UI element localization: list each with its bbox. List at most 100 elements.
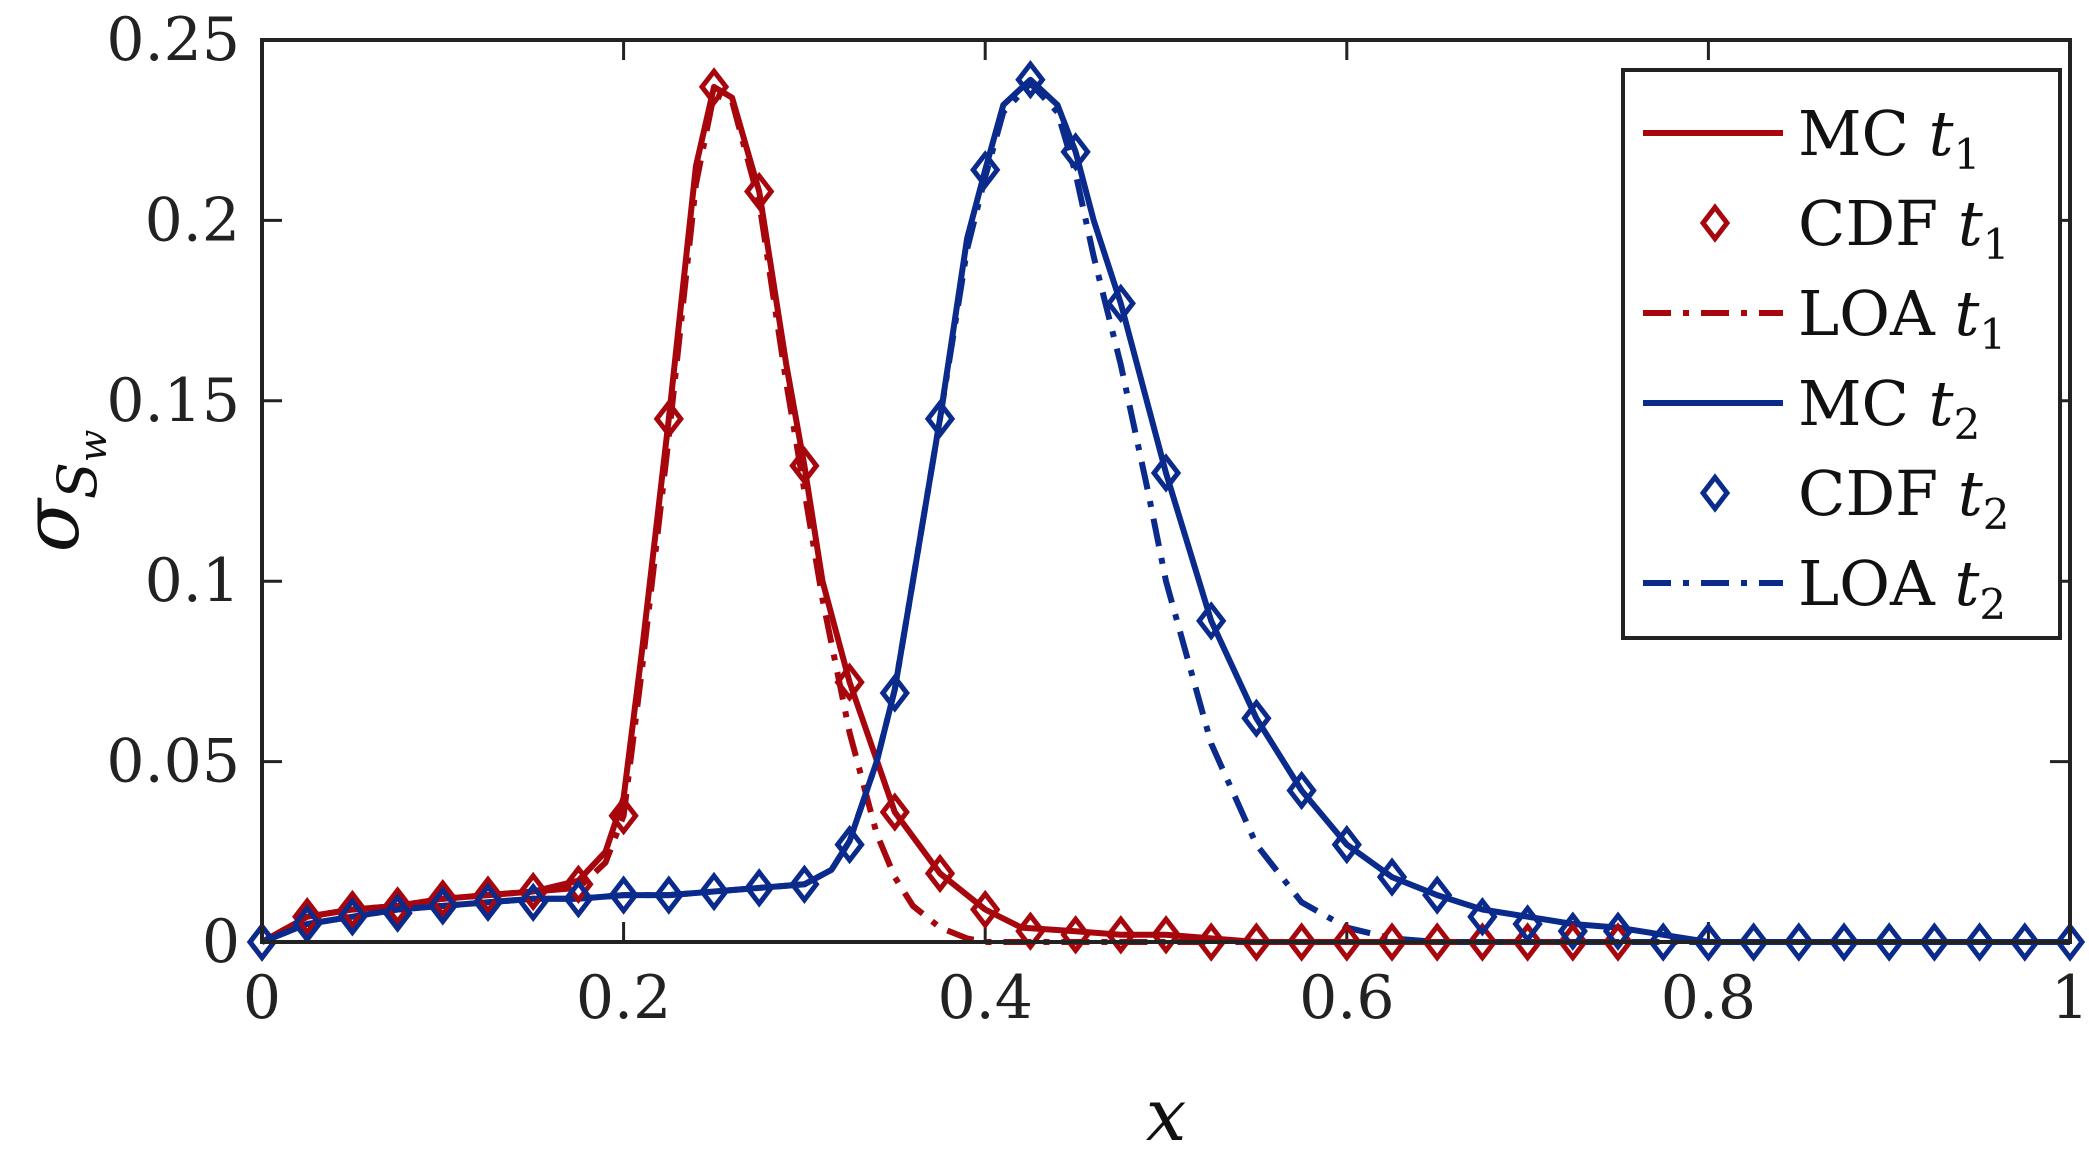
data-point-marker xyxy=(1376,922,1408,962)
data-point-marker xyxy=(608,796,639,836)
data-point-marker xyxy=(653,875,684,915)
x-tick-label: 0.6 xyxy=(1299,963,1394,1033)
data-point-marker xyxy=(1196,922,1227,962)
series-line xyxy=(260,80,2070,945)
data-point-marker xyxy=(2009,922,2040,962)
data-point-marker xyxy=(744,171,775,212)
data-point-marker xyxy=(789,864,820,904)
legend-marker xyxy=(1699,203,1731,243)
data-point-marker xyxy=(924,399,956,439)
data-point-marker xyxy=(879,673,910,713)
legend-entry: MC t1 xyxy=(1643,97,1980,179)
data-point-marker xyxy=(879,792,910,832)
series-line xyxy=(260,91,1618,945)
data-point-marker xyxy=(1376,857,1408,897)
legend-label: MC t1 xyxy=(1798,97,1980,179)
y-tick-label: 0.25 xyxy=(106,5,240,75)
data-point-marker xyxy=(337,889,368,930)
y-tick-label: 0.05 xyxy=(106,727,240,797)
data-point-marker xyxy=(472,875,504,915)
y-axis-label-main: σ xyxy=(7,497,97,552)
data-point-marker xyxy=(698,871,730,912)
data-point-marker xyxy=(653,399,684,439)
series-mc-t1 xyxy=(260,83,1618,945)
data-point-marker xyxy=(1241,698,1272,739)
data-point-marker xyxy=(563,879,594,919)
svg-text:σSw: σSw xyxy=(7,430,115,553)
data-point-marker xyxy=(427,886,458,926)
data-point-marker xyxy=(472,882,504,923)
data-point-marker xyxy=(1422,922,1453,962)
data-point-marker xyxy=(1241,922,1272,962)
data-point-marker xyxy=(1196,601,1227,641)
legend-marker xyxy=(1699,473,1731,513)
data-point-marker xyxy=(1467,922,1498,962)
data-point-marker xyxy=(1648,922,1679,962)
data-point-marker xyxy=(518,871,549,912)
x-tick-label: 0.4 xyxy=(937,963,1032,1033)
y-axis-label-subsub: w xyxy=(71,430,115,463)
y-tick-labels: 0 0.05 0.1 0.15 0.2 0.25 xyxy=(106,5,240,977)
x-tick-label: 0.8 xyxy=(1661,963,1756,1033)
data-point-marker xyxy=(292,897,323,937)
legend-label: LOA t2 xyxy=(1798,547,2006,629)
data-point-marker xyxy=(970,150,1001,190)
y-tick-label: 0.2 xyxy=(145,185,240,255)
data-point-marker xyxy=(1060,132,1091,172)
data-point-marker xyxy=(382,893,413,933)
data-point-marker xyxy=(427,879,458,919)
data-point-marker xyxy=(1512,922,1543,962)
data-point-marker xyxy=(1919,922,1950,962)
data-point-marker xyxy=(1331,922,1362,962)
data-point-marker xyxy=(1150,453,1182,493)
data-point-marker xyxy=(1015,911,1046,951)
data-point-marker xyxy=(1557,911,1588,951)
series-loa-t2 xyxy=(260,80,2070,945)
legend-entry: LOA t1 xyxy=(1643,277,2006,359)
data-point-marker xyxy=(1828,922,1860,962)
data-point-marker xyxy=(924,853,956,894)
data-point-marker xyxy=(1693,922,1724,962)
legend-label: LOA t1 xyxy=(1798,277,2006,359)
data-point-marker xyxy=(1286,922,1317,962)
data-point-marker xyxy=(1783,922,1814,962)
data-point-marker xyxy=(1964,922,1995,962)
series-layer xyxy=(246,59,2086,962)
legend-box xyxy=(1621,68,2062,640)
data-point-marker xyxy=(1150,915,1182,955)
data-point-marker xyxy=(789,446,820,486)
legend-label: CDF t2 xyxy=(1798,457,2010,539)
data-point-marker xyxy=(518,882,549,923)
plot-area-frame xyxy=(260,38,2072,944)
x-tick-label: 0 xyxy=(243,963,281,1033)
data-point-marker xyxy=(1874,922,1905,962)
y-tick-label: 0.1 xyxy=(145,546,240,616)
series-line xyxy=(260,83,1618,945)
x-tick-label: 0.2 xyxy=(576,963,671,1033)
data-point-marker xyxy=(834,662,865,702)
x-axis-label: x xyxy=(1146,1073,1187,1151)
x-tick-labels: 0 0.2 0.4 0.6 0.8 1 xyxy=(243,963,2089,1033)
series-cdf-t2 xyxy=(246,59,2086,962)
legend-entry: CDF t1 xyxy=(1699,187,2010,269)
x-tick-label: 1 xyxy=(2051,963,2089,1033)
data-point-marker xyxy=(2054,922,2086,962)
data-point-marker xyxy=(337,897,368,937)
y-tick-label: 0.15 xyxy=(106,366,240,436)
data-point-marker xyxy=(608,875,639,915)
data-point-marker xyxy=(744,868,775,908)
data-point-marker xyxy=(246,922,278,962)
data-point-marker xyxy=(1602,911,1634,951)
y-tick-label: 0 xyxy=(202,907,240,977)
data-point-marker xyxy=(1331,824,1362,865)
series-cdf-t1 xyxy=(246,67,1634,962)
data-point-marker xyxy=(834,824,865,865)
legend-entry: CDF t2 xyxy=(1699,457,2010,539)
legend-label: MC t2 xyxy=(1798,367,1980,449)
data-point-marker xyxy=(1512,904,1543,944)
legend-label: CDF t1 xyxy=(1798,187,2010,269)
y-axis-label-sub: S xyxy=(46,462,109,499)
data-point-marker xyxy=(1015,59,1046,100)
